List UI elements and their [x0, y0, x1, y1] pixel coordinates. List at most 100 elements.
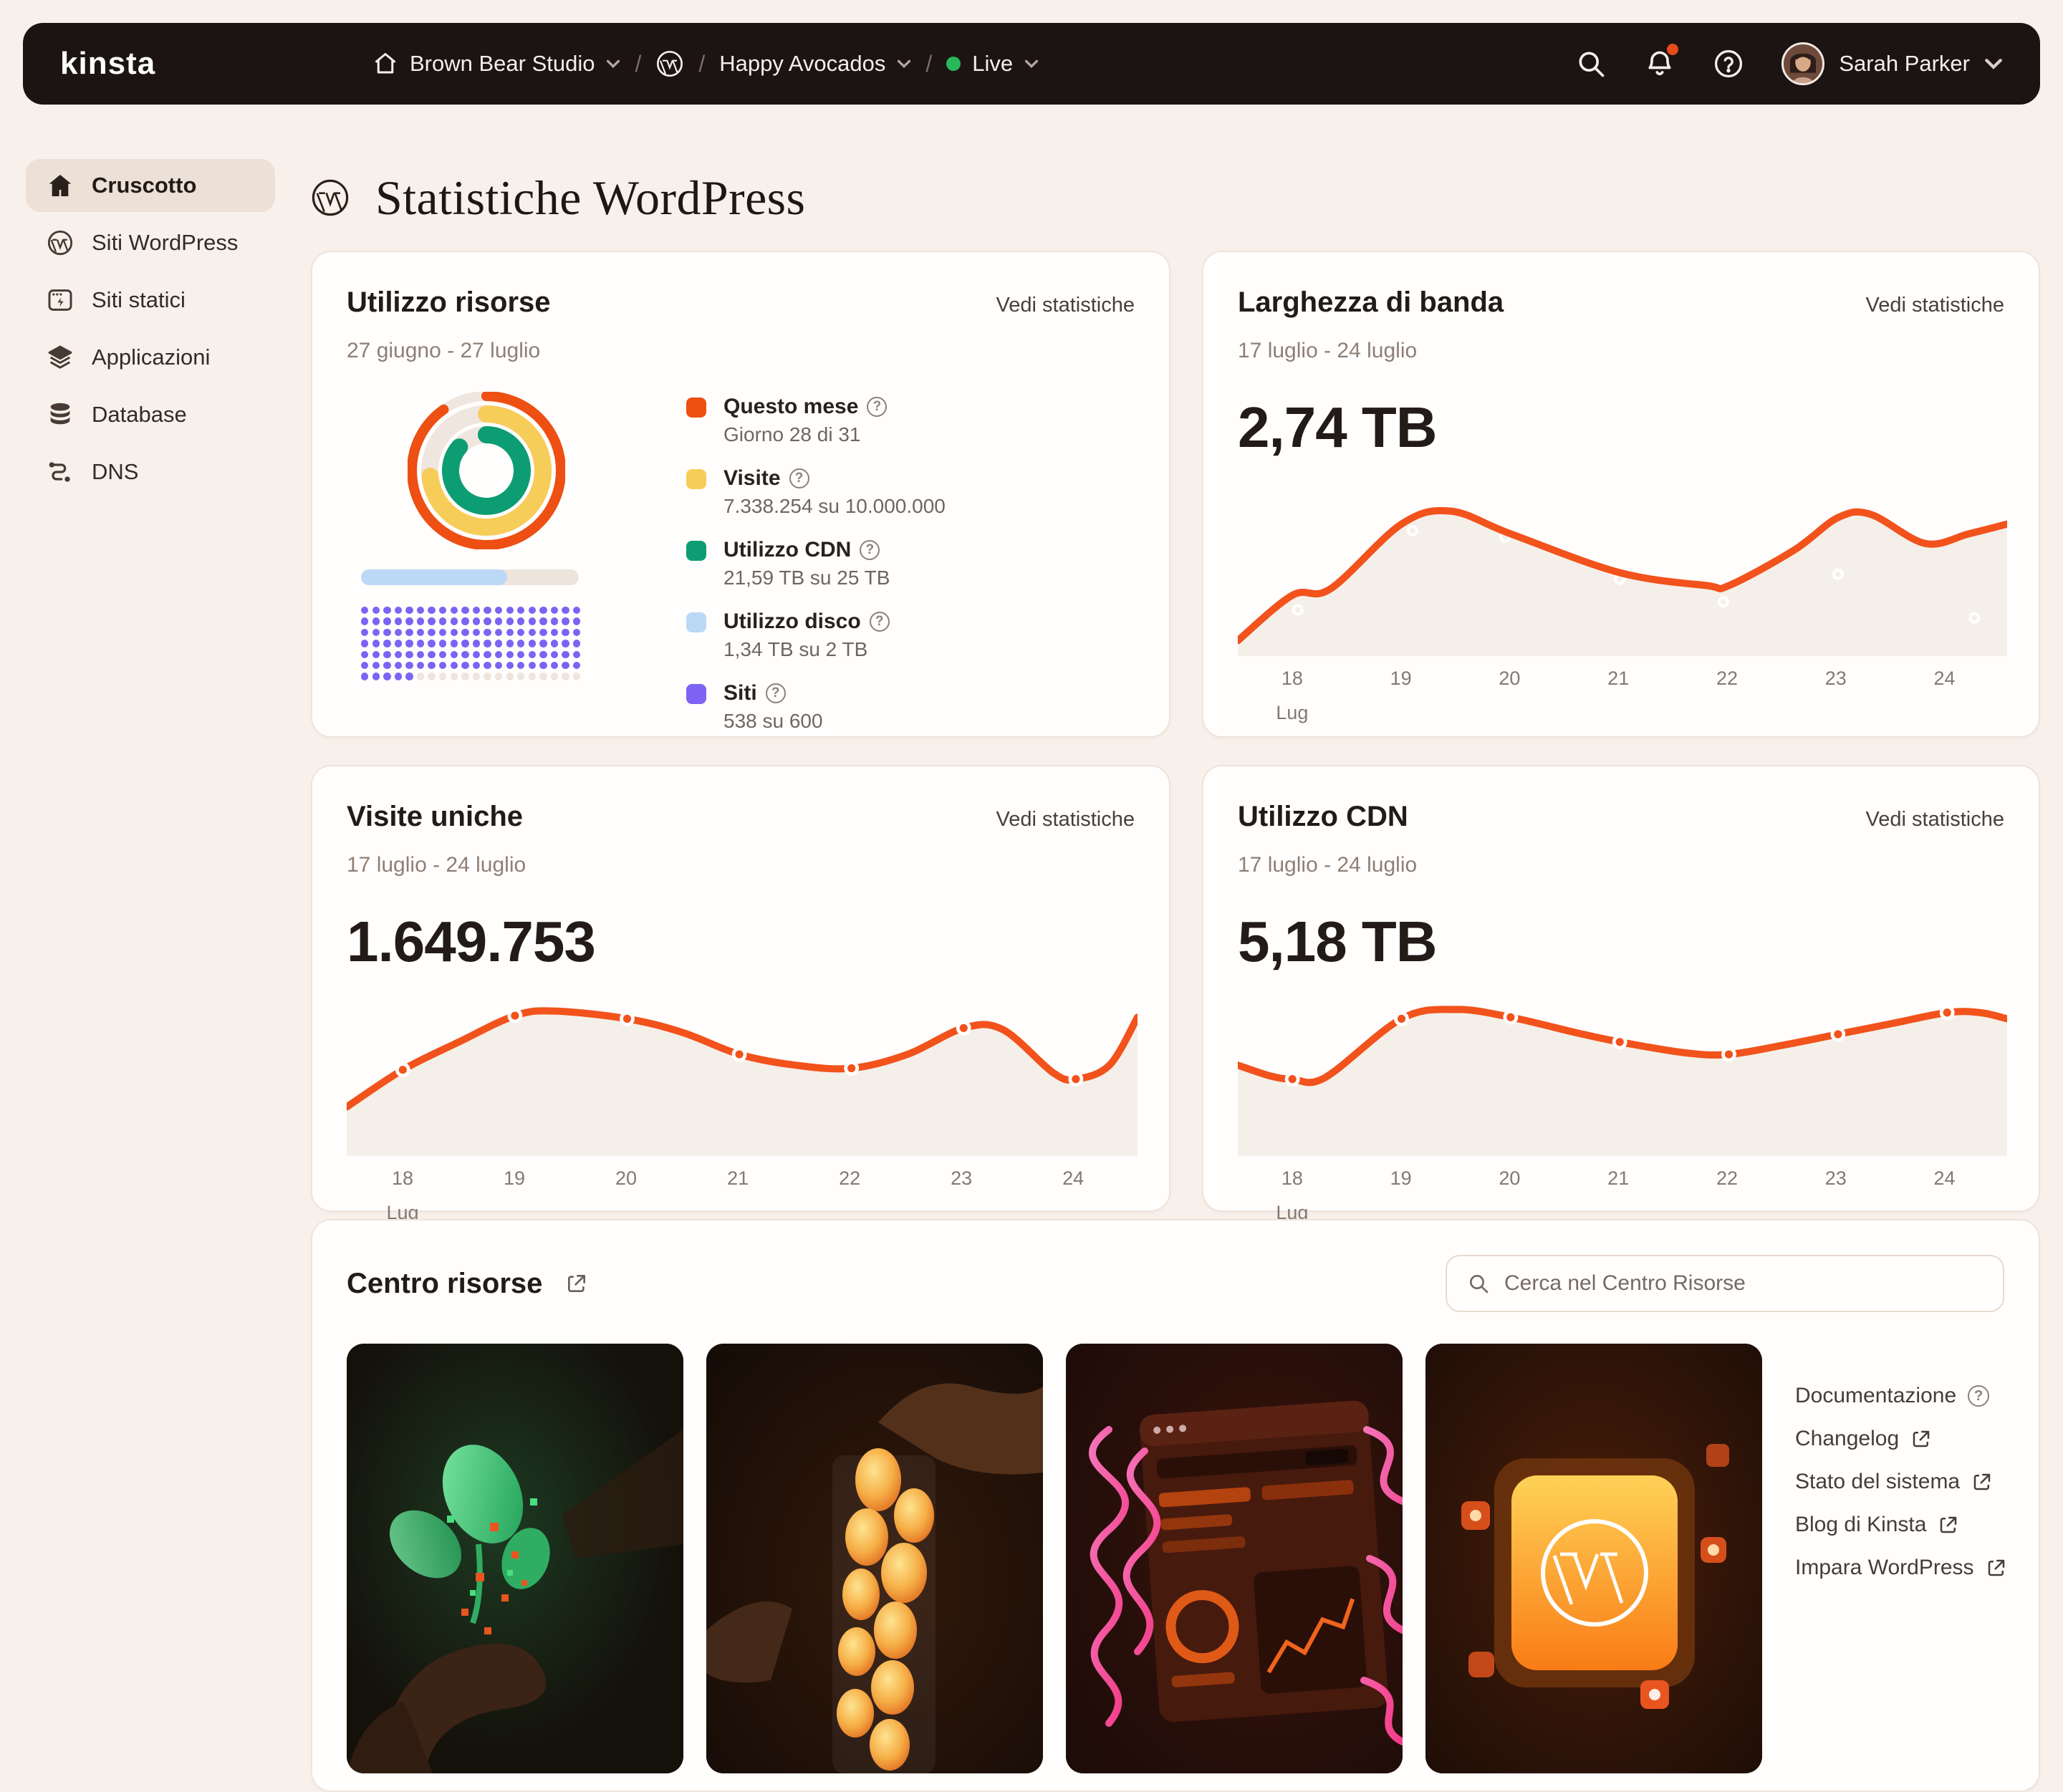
legend-item-utilizzo-disco: Utilizzo disco ? 1,34 TB su 2 TB	[686, 610, 946, 661]
legend-detail: 538 su 600	[723, 710, 823, 732]
page-title: Statistiche WordPress	[375, 170, 806, 225]
question-circle-icon[interactable]: ?	[869, 612, 890, 632]
kinsta-logo[interactable]: kinsta	[60, 46, 156, 81]
unique-visits-value: 1.649.753	[347, 910, 596, 973]
sidebar: Cruscotto Siti WordPress Siti statici Ap…	[26, 159, 275, 503]
card-title: Centro risorse	[347, 1267, 543, 1299]
legend-swatch	[686, 469, 706, 489]
card-centro-risorse: Centro risorse	[311, 1219, 2040, 1792]
unique-visits-chart: 18 19 20 21 22 23 24 Lug	[347, 981, 1138, 1225]
notification-badge	[1667, 44, 1679, 55]
resource-center-search[interactable]	[1446, 1255, 2004, 1312]
legend-label: Visite ?	[723, 466, 946, 491]
legend-label: Utilizzo CDN ?	[723, 538, 890, 562]
resource-thumbnail-wordpress-glow-cube[interactable]	[1425, 1344, 1762, 1773]
sidebar-item-dns[interactable]: DNS	[26, 445, 275, 498]
sidebar-item-siti-statici[interactable]: Siti statici	[26, 274, 275, 327]
sidebar-item-applicazioni[interactable]: Applicazioni	[26, 331, 275, 384]
resource-thumbnail-growing-plant-hand[interactable]	[347, 1344, 683, 1773]
external-link-icon	[1971, 1471, 1993, 1493]
breadcrumb-environment[interactable]: Live	[946, 51, 1039, 77]
search-input[interactable]	[1504, 1271, 1983, 1296]
page-header: Statistiche WordPress	[311, 162, 2040, 233]
legend-detail: 7.338.254 su 10.000.000	[723, 495, 946, 517]
question-circle-icon[interactable]: ?	[860, 540, 880, 560]
chevron-down-icon	[1985, 59, 2002, 69]
sidebar-item-label: Database	[92, 402, 187, 427]
vedi-statistiche-link[interactable]: Vedi statistiche	[1865, 294, 2004, 317]
date-range: 17 luglio - 24 luglio	[1238, 339, 1418, 362]
resource-legend: Questo mese ? Giorno 28 di 31 Visite ? 7…	[686, 389, 946, 753]
legend-label: Questo mese ?	[723, 395, 888, 419]
wordpress-icon	[311, 178, 350, 217]
date-range: 17 luglio - 24 luglio	[1238, 853, 1418, 877]
navbar-actions: Sarah Parker	[1575, 42, 2003, 85]
cdn-usage-value: 5,18 TB	[1238, 910, 1438, 973]
legend-label: Siti ?	[723, 681, 823, 705]
resource-thumbnail-glowing-blobs-hands[interactable]	[706, 1344, 1043, 1773]
user-name: Sarah Parker	[1839, 51, 1970, 76]
x-axis-labels: 18 19 20 21 22 23 24	[1281, 668, 1956, 689]
month-label: Lug	[1276, 702, 1309, 723]
legend-item-siti: Siti ? 538 su 600	[686, 681, 946, 733]
link-impara-wordpress[interactable]: Impara WordPress	[1795, 1556, 2007, 1580]
vedi-statistiche-link[interactable]: Vedi statistiche	[996, 808, 1135, 831]
question-circle-icon: ?	[1968, 1385, 1990, 1407]
search-icon[interactable]	[1575, 48, 1607, 80]
link-stato-del-sistema[interactable]: Stato del sistema	[1795, 1470, 2007, 1494]
breadcrumb-company[interactable]: Brown Bear Studio	[372, 51, 620, 77]
dns-route-icon	[46, 458, 74, 486]
question-circle-icon[interactable]: ?	[789, 468, 809, 488]
resource-donut-chart	[407, 391, 566, 550]
legend-detail: Giorno 28 di 31	[723, 423, 861, 445]
sidebar-item-siti-wordpress[interactable]: Siti WordPress	[26, 216, 275, 269]
sidebar-item-label: Applicazioni	[92, 345, 211, 370]
top-navbar: kinsta Brown Bear Studio / / Happy Avoca…	[23, 23, 2040, 105]
notifications-bell-icon[interactable]	[1644, 44, 1679, 80]
chevron-down-icon	[607, 59, 620, 68]
bandwidth-value: 2,74 TB	[1238, 395, 1438, 459]
legend-swatch	[686, 684, 706, 704]
card-title: Utilizzo risorse	[347, 286, 551, 318]
avatar	[1781, 42, 1825, 85]
legend-swatch	[686, 398, 706, 418]
static-site-icon	[46, 286, 74, 314]
wordpress-icon	[655, 49, 684, 78]
sidebar-item-cruscotto[interactable]: Cruscotto	[26, 159, 275, 212]
date-range: 17 luglio - 24 luglio	[347, 853, 526, 877]
legend-item-questo-mese: Questo mese ? Giorno 28 di 31	[686, 395, 946, 446]
external-link-icon	[1910, 1428, 1932, 1450]
date-range: 27 giugno - 27 luglio	[347, 339, 541, 362]
help-icon[interactable]	[1713, 48, 1744, 80]
legend-swatch	[686, 612, 706, 632]
breadcrumb-site[interactable]: Happy Avocados	[719, 51, 911, 77]
external-link-icon	[1986, 1557, 2007, 1579]
breadcrumb-separator: /	[635, 50, 642, 77]
chevron-down-icon	[1024, 59, 1039, 68]
sidebar-item-database[interactable]: Database	[26, 388, 275, 441]
vedi-statistiche-link[interactable]: Vedi statistiche	[1865, 808, 2004, 831]
link-changelog[interactable]: Changelog	[1795, 1427, 2007, 1451]
resource-thumbnail-neon-cables-dashboard[interactable]	[1066, 1344, 1403, 1773]
resource-center-links: Documentazione ? Changelog Stato del sis…	[1795, 1344, 2007, 1773]
legend-item-visite: Visite ? 7.338.254 su 10.000.000	[686, 466, 946, 518]
link-label: Impara WordPress	[1795, 1556, 1974, 1579]
link-documentazione[interactable]: Documentazione ?	[1795, 1384, 2007, 1408]
legend-label: Utilizzo disco ?	[723, 610, 890, 634]
sites-dot-matrix	[361, 607, 612, 680]
question-circle-icon[interactable]: ?	[867, 397, 888, 417]
external-link-icon[interactable]	[565, 1272, 588, 1295]
breadcrumb-site-label: Happy Avocados	[719, 51, 886, 76]
link-label: Changelog	[1795, 1427, 1900, 1450]
breadcrumb: Brown Bear Studio / / Happy Avocados / L…	[372, 49, 1039, 78]
chevron-down-icon	[898, 59, 911, 68]
vedi-statistiche-link[interactable]: Vedi statistiche	[996, 294, 1135, 317]
disk-usage-progressbar	[361, 569, 579, 585]
sidebar-item-label: Siti WordPress	[92, 230, 239, 255]
link-blog-di-kinsta[interactable]: Blog di Kinsta	[1795, 1513, 2007, 1537]
user-menu[interactable]: Sarah Parker	[1781, 42, 2003, 85]
sidebar-item-label: DNS	[92, 459, 139, 484]
legend-swatch	[686, 541, 706, 561]
legend-detail: 1,34 TB su 2 TB	[723, 638, 868, 660]
question-circle-icon[interactable]: ?	[765, 683, 786, 703]
